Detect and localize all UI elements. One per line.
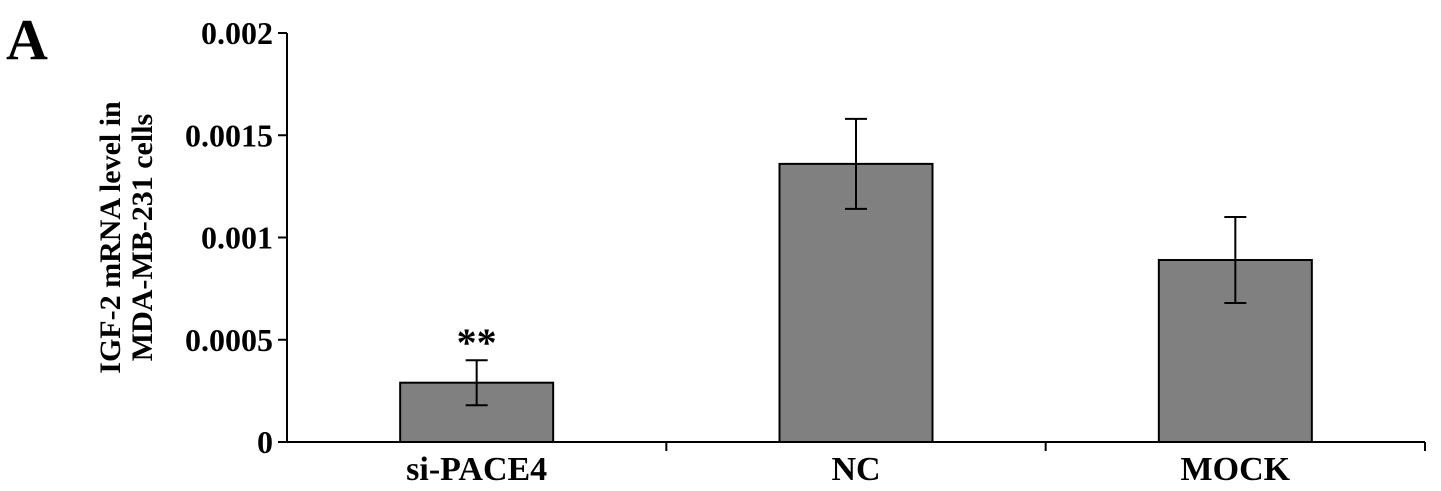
y-tick-label: 0.0015 [185,117,273,153]
axes [286,33,1425,443]
y-axis-label-line: IGF-2 mRNA level in [94,101,127,374]
y-axis-ticks: 0 0.0005 0.001 0.0015 0.002 [185,15,287,460]
y-tick-label: 0.0005 [185,322,273,358]
x-tick-label: si-PACE4 [406,451,547,488]
y-axis-label: IGF-2 mRNA level in MDA-MB-231 cells [94,101,159,374]
y-tick-label: 0.001 [201,220,273,256]
significance-marker: ** [457,320,497,365]
y-axis-label-line: MDA-MB-231 cells [126,114,159,361]
panel-label: A [6,7,48,72]
x-axis-ticks: si-PACE4 NC MOCK [406,442,1426,488]
x-tick-label: NC [831,451,880,488]
bars: ** [399,117,1313,444]
y-tick-label: 0 [257,424,273,460]
x-tick-label: MOCK [1181,451,1291,488]
y-tick-label: 0.002 [201,15,273,51]
bar-nc [778,162,934,443]
